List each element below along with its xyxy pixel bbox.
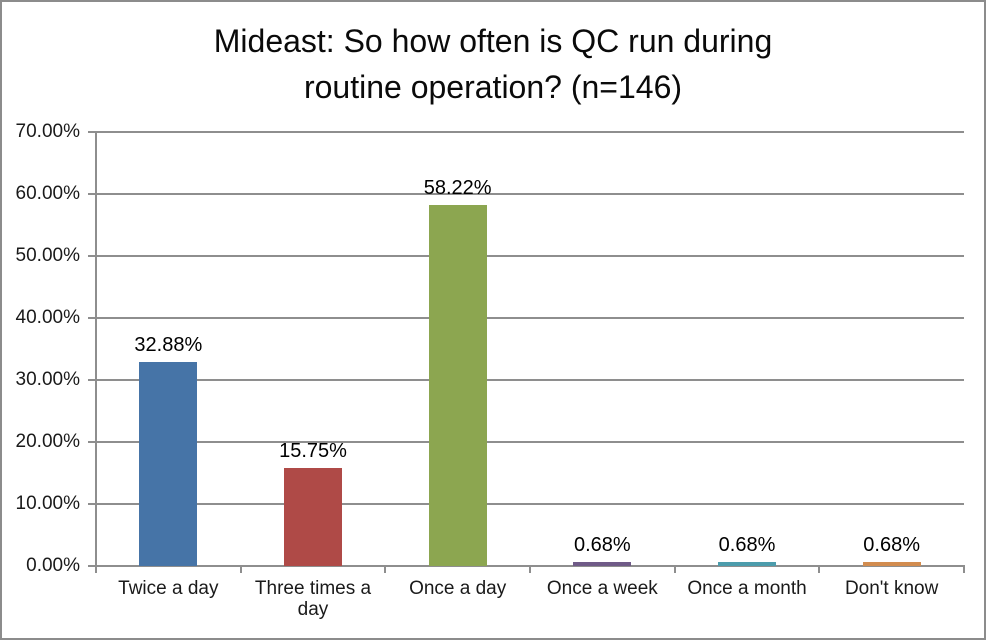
y-tick <box>88 317 95 319</box>
x-category-label: Twice a day <box>118 578 219 599</box>
bar-value-label: 0.68% <box>863 534 921 556</box>
bar <box>284 468 342 566</box>
x-category-label: Don't know <box>844 578 939 599</box>
y-tick-label: 30.00% <box>15 369 80 390</box>
gridline <box>96 131 964 133</box>
y-tick <box>88 131 95 133</box>
y-tick-label: 10.00% <box>15 493 80 514</box>
gridline <box>96 317 964 319</box>
y-tick <box>88 379 95 381</box>
x-tick <box>818 566 821 573</box>
x-tick <box>384 566 387 573</box>
bar <box>862 562 921 566</box>
gridline <box>96 503 964 505</box>
y-tick <box>88 441 95 443</box>
bar-value-label: 0.68% <box>573 534 631 556</box>
chart-title-line-2: routine operation? (n=146) <box>303 69 683 105</box>
x-category-label: Once a month <box>687 578 807 599</box>
bar-value-label: 15.75% <box>279 440 347 462</box>
y-tick-label: 20.00% <box>15 431 80 452</box>
bar-value-label: 32.88% <box>134 334 203 356</box>
y-tick <box>88 193 95 195</box>
y-tick-label: 0.00% <box>26 555 80 576</box>
x-tick <box>95 566 97 573</box>
y-tick-label: 60.00% <box>15 183 80 204</box>
gridline <box>96 379 964 381</box>
bar-value-label: 0.68% <box>718 534 776 556</box>
y-axis-line <box>95 131 97 567</box>
x-tick <box>529 566 531 573</box>
y-tick <box>88 503 95 505</box>
gridline <box>96 255 964 257</box>
gridline <box>96 441 964 443</box>
x-category-label: Once a week <box>546 578 658 599</box>
chart-title-line-1: Mideast: So how often is QC run during <box>213 23 773 59</box>
bar <box>573 562 632 566</box>
x-tick <box>673 566 676 573</box>
bar-value-label: 58.22% <box>423 177 492 199</box>
y-tick <box>88 565 95 567</box>
x-tick <box>239 566 242 573</box>
gridline <box>96 193 964 195</box>
x-category-label: Once a day <box>409 578 507 599</box>
y-tick-label: 50.00% <box>15 245 80 266</box>
y-tick-label: 40.00% <box>15 307 80 328</box>
bar <box>718 562 776 566</box>
bar <box>139 362 198 566</box>
x-category-label: Three times a day <box>254 578 372 620</box>
chart-title: Mideast: So how often is QC run during r… <box>2 18 984 110</box>
bar <box>428 205 487 566</box>
y-tick <box>88 255 95 257</box>
x-tick <box>963 566 965 573</box>
y-tick-label: 70.00% <box>15 121 80 142</box>
